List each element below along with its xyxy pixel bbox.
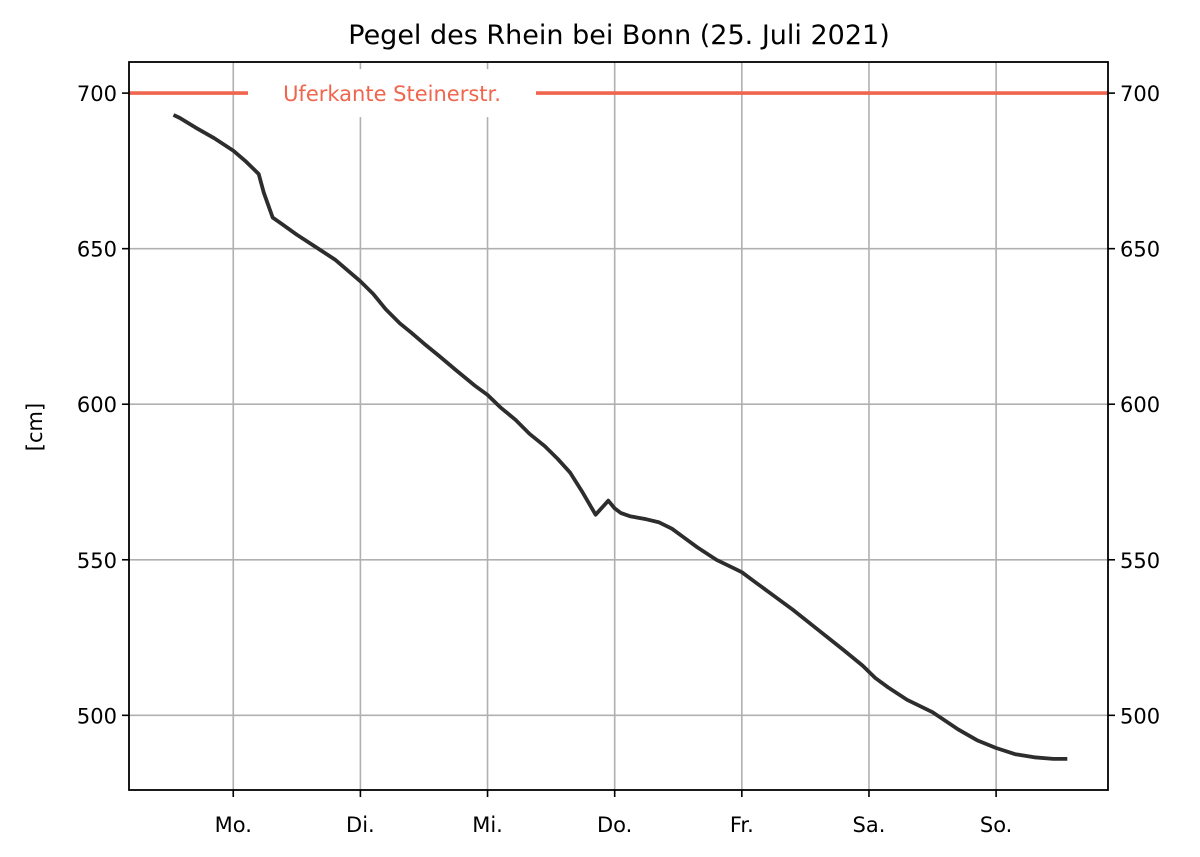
y-axis-label: [cm] [23,403,47,451]
x-tick-label: Sa. [853,813,886,837]
series-layer [172,113,1068,761]
x-tick-label: Mi. [472,813,503,837]
y-tick-label-left: 700 [77,82,117,106]
y-tick-label-left: 500 [77,704,117,728]
x-tick-label: Fr. [730,813,754,837]
y-tick-label-right: 550 [1120,549,1160,573]
axis-ticks: Mo. Di. Mi. Do. Fr. Sa. So. 500 500 550 550 600 600 6… [77,82,1160,837]
reference-label-box [248,69,536,118]
grid-lines [129,62,1108,790]
plot-frame [128,61,1109,791]
y-tick-label-right: 650 [1120,238,1160,262]
x-tick-label: Do. [597,813,632,837]
y-tick-label-left: 550 [77,549,117,573]
reference-line-label: Uferkante Steinerstr. [283,82,501,106]
y-tick-label-right: 600 [1120,393,1160,417]
y-tick-label-right: 700 [1120,82,1160,106]
x-tick-label: Mo. [215,813,252,837]
y-tick-label-right: 500 [1120,704,1160,728]
y-tick-label-left: 600 [77,393,117,417]
y-tick-label-left: 650 [77,238,117,262]
series-line [172,113,1068,761]
reference-line-group: Uferkante Steinerstr. [129,69,1108,118]
x-tick-label: Di. [346,813,375,837]
chart-title: Pegel des Rhein bei Bonn (25. Juli 2021) [348,20,890,51]
x-tick-label: So. [980,813,1012,837]
